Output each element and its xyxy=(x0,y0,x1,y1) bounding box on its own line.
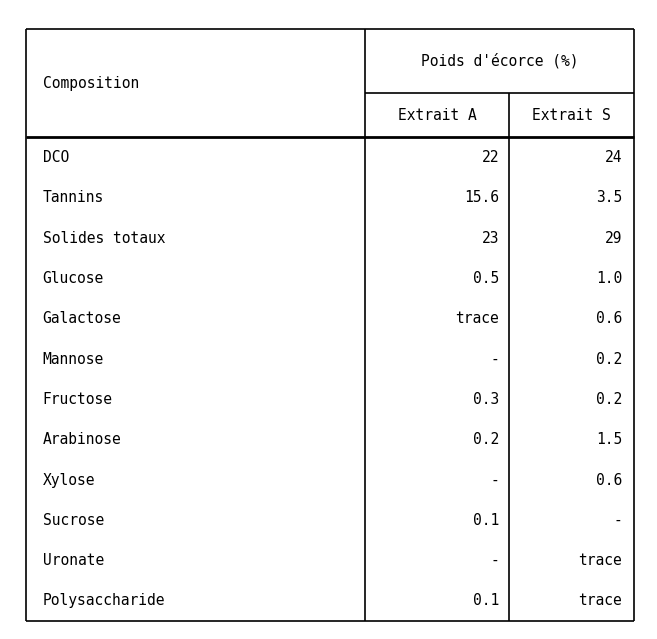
Text: 0.3: 0.3 xyxy=(473,392,499,407)
Text: 23: 23 xyxy=(482,231,499,245)
Text: 1.5: 1.5 xyxy=(596,432,622,447)
Text: -: - xyxy=(491,553,499,568)
Text: Xylose: Xylose xyxy=(43,472,95,488)
Text: -: - xyxy=(491,472,499,488)
Text: -: - xyxy=(614,513,622,528)
Text: Composition: Composition xyxy=(43,75,139,91)
Text: trace: trace xyxy=(578,553,622,568)
Text: Sucrose: Sucrose xyxy=(43,513,104,528)
Text: 0.6: 0.6 xyxy=(596,472,622,488)
Text: 0.2: 0.2 xyxy=(596,351,622,367)
Text: Extrait A: Extrait A xyxy=(397,107,476,123)
Text: Uronate: Uronate xyxy=(43,553,104,568)
Text: Solides totaux: Solides totaux xyxy=(43,231,165,245)
Text: 1.0: 1.0 xyxy=(596,271,622,286)
Text: trace: trace xyxy=(578,594,622,608)
Text: Mannose: Mannose xyxy=(43,351,104,367)
Text: trace: trace xyxy=(455,311,499,327)
Text: Galactose: Galactose xyxy=(43,311,122,327)
Text: 0.2: 0.2 xyxy=(596,392,622,407)
Text: -: - xyxy=(491,351,499,367)
Text: 0.6: 0.6 xyxy=(596,311,622,327)
Text: 0.1: 0.1 xyxy=(473,513,499,528)
Text: Fructose: Fructose xyxy=(43,392,113,407)
Text: 0.2: 0.2 xyxy=(473,432,499,447)
Text: Extrait S: Extrait S xyxy=(532,107,611,123)
Text: 3.5: 3.5 xyxy=(596,190,622,205)
Text: 29: 29 xyxy=(604,231,622,245)
Text: DCO: DCO xyxy=(43,150,69,165)
Text: 22: 22 xyxy=(482,150,499,165)
Text: Poids d'écorce (%): Poids d'écorce (%) xyxy=(420,53,578,68)
Text: 15.6: 15.6 xyxy=(464,190,499,205)
Text: Glucose: Glucose xyxy=(43,271,104,286)
Text: Tannins: Tannins xyxy=(43,190,104,205)
Text: 0.1: 0.1 xyxy=(473,594,499,608)
Text: Arabinose: Arabinose xyxy=(43,432,122,447)
Text: 0.5: 0.5 xyxy=(473,271,499,286)
Text: Polysaccharide: Polysaccharide xyxy=(43,594,165,608)
Text: 24: 24 xyxy=(604,150,622,165)
